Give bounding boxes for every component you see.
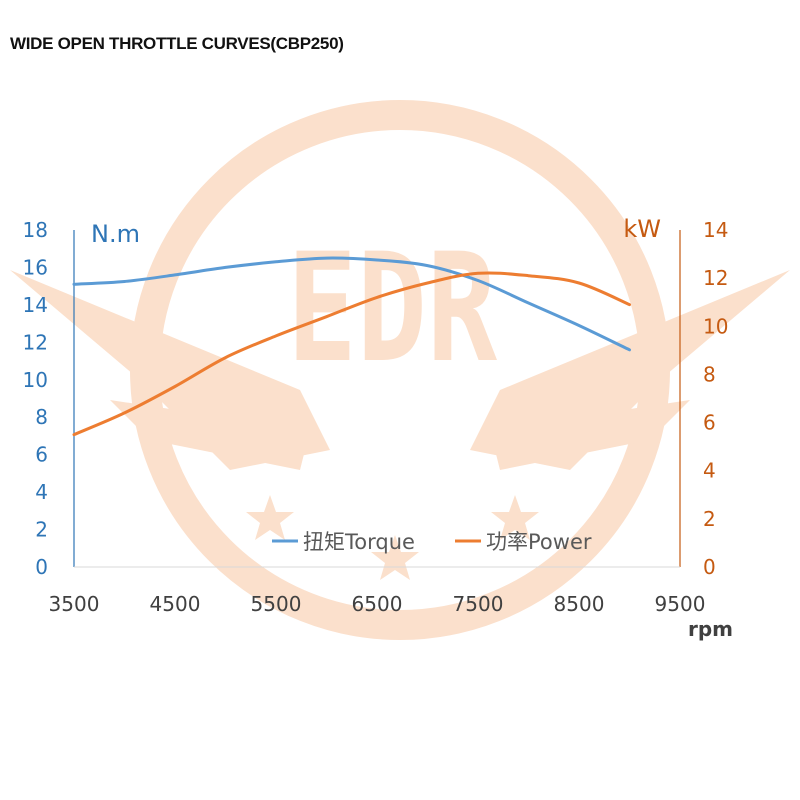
legend-label-torque: 扭矩Torque (303, 530, 415, 554)
series-lines (72, 256, 631, 437)
legend-label-power: 功率Power (486, 530, 592, 554)
y-right-axis-label: kW (623, 215, 661, 243)
y-right-tick-label: 4 (703, 459, 716, 483)
y-right-tick-label: 2 (703, 507, 716, 531)
y-left-tick-label: 0 (35, 555, 48, 579)
x-tick-label: 8500 (554, 592, 605, 616)
y-left-tick-label: 18 (23, 218, 48, 242)
edr-watermark-logo: EDR (10, 100, 790, 640)
y-left-tick-label: 12 (23, 330, 48, 354)
axes: 0 2 4 6 8 10 12 14 16 18 0 2 4 6 8 10 12 14 3500 4500 5500 65… (23, 215, 733, 641)
y-right-tick-label: 8 (703, 362, 716, 386)
y-left-tick-label: 10 (23, 368, 48, 392)
torque-series-line (72, 256, 631, 352)
x-tick-label: 9500 (655, 592, 706, 616)
y-right-tick-label: 0 (703, 555, 716, 579)
y-right-tick-label: 14 (703, 218, 728, 242)
y-left-tick-label: 2 (35, 518, 48, 542)
y-right-tick-label: 10 (703, 314, 728, 338)
x-axis-label: rpm (688, 617, 733, 641)
watermark-text: EDR (287, 222, 498, 396)
x-tick-label: 7500 (453, 592, 504, 616)
y-right-tick-label: 12 (703, 266, 728, 290)
x-tick-label: 6500 (352, 592, 403, 616)
y-left-tick-label: 16 (23, 255, 48, 279)
y-left-tick-label: 8 (35, 405, 48, 429)
legend: 扭矩Torque 功率Power (272, 530, 592, 554)
y-left-tick-label: 4 (35, 480, 48, 504)
power-series-line (72, 271, 631, 437)
x-tick-label: 5500 (251, 592, 302, 616)
y-left-tick-label: 6 (35, 443, 48, 467)
y-left-axis-label: N.m (91, 220, 140, 248)
x-tick-label: 3500 (49, 592, 100, 616)
y-left-tick-label: 14 (23, 293, 48, 317)
chart-title: WIDE OPEN THROTTLE CURVES(CBP250) (10, 34, 344, 53)
x-tick-label: 4500 (150, 592, 201, 616)
y-right-tick-label: 6 (703, 411, 716, 435)
